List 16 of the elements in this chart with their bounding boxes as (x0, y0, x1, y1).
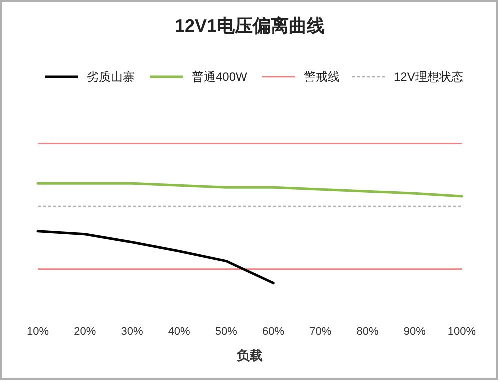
legend-label: 警戒线 (304, 70, 340, 84)
legend-label: 普通400W (192, 70, 248, 84)
x-tick-label: 80% (356, 326, 379, 338)
x-tick-label: 70% (310, 326, 332, 338)
x-axis-title: 负载 (236, 348, 263, 363)
chart-title: 12V1电压偏离曲线 (174, 16, 326, 36)
x-tick-label: 60% (262, 326, 285, 338)
x-tick-label: 40% (168, 326, 191, 338)
x-tick-label: 30% (121, 326, 144, 338)
x-tick-label: 20% (74, 326, 96, 338)
x-tick-label: 100% (448, 326, 476, 338)
legend-label: 劣质山寨 (87, 70, 135, 84)
x-tick-label: 50% (215, 326, 238, 338)
x-tick-label: 90% (404, 326, 426, 338)
x-tick-label: 10% (26, 326, 50, 338)
legend-label: 12V理想状态 (394, 70, 464, 84)
